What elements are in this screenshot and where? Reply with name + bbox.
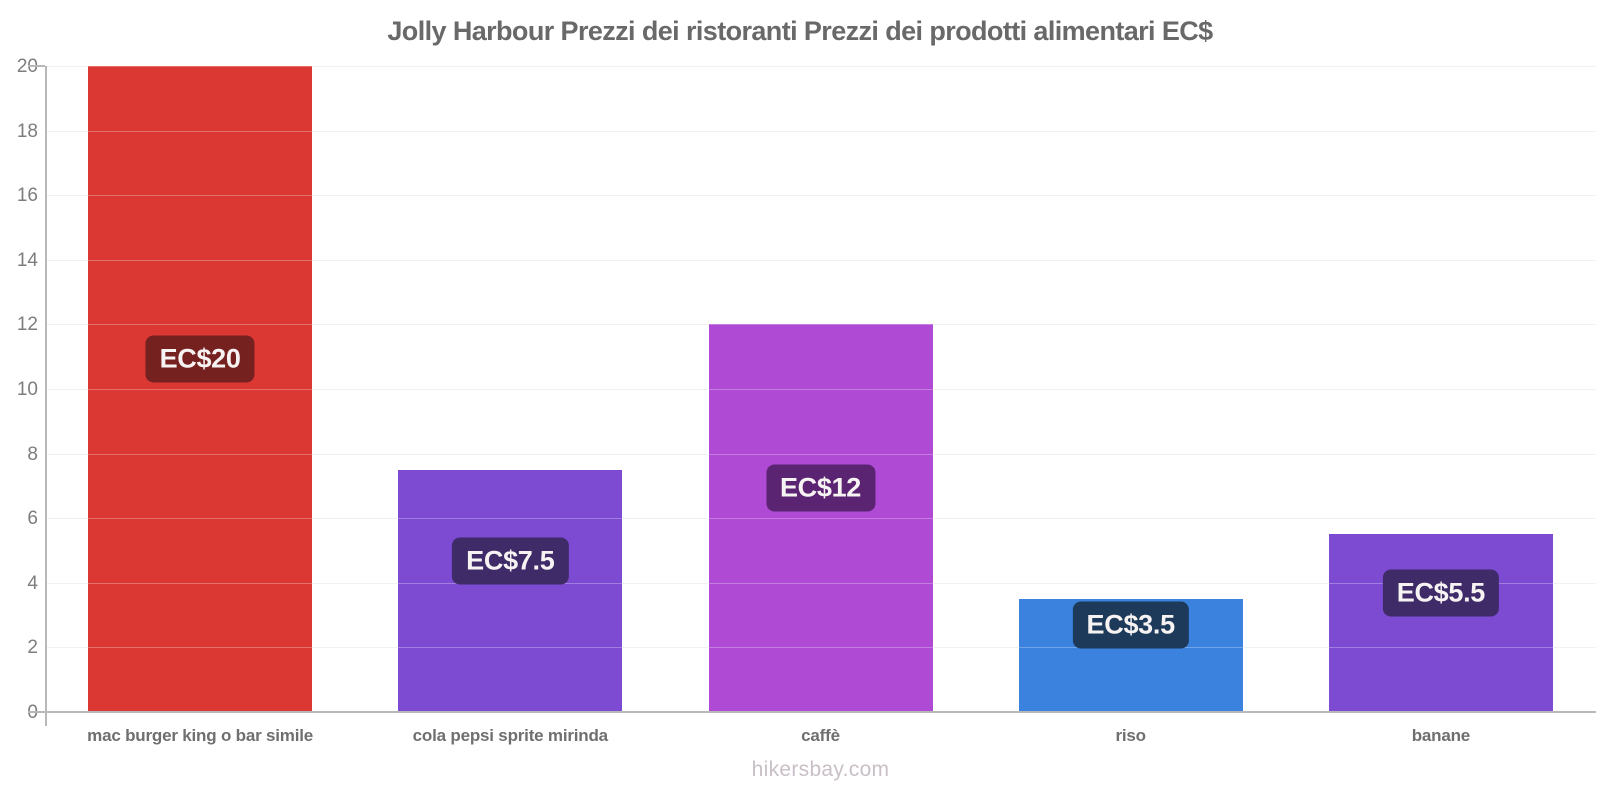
x-category-label: riso (1115, 726, 1146, 745)
gridline-overlay (45, 324, 1596, 326)
y-tick-label: 0 (0, 702, 38, 724)
gridline-overlay (45, 259, 1596, 261)
bar-value-badge: EC$7.5 (452, 537, 569, 585)
bar-value-badge: EC$12 (765, 464, 876, 512)
y-tick-label: 10 (16, 379, 38, 400)
bar-cola-pepsi-sprite-mirinda (398, 469, 623, 712)
bar-value-badge: EC$3.5 (1072, 601, 1189, 649)
gridline-overlay (45, 453, 1596, 455)
y-tick-label: 8 (27, 443, 38, 465)
y-tick-label: 6 (27, 508, 38, 530)
x-category-label: mac burger king o bar simile (87, 726, 314, 745)
y-tick-label: 12 (16, 314, 38, 336)
bar-caffè (708, 324, 933, 712)
y-tick-label: 4 (27, 572, 38, 594)
x-category-label: caffè (801, 726, 840, 745)
gridline (45, 130, 1596, 132)
y-tick-label: 14 (16, 249, 38, 271)
gridline (45, 259, 1596, 261)
y-tick-label: 16 (16, 185, 38, 207)
bar-value-badge: EC$20 (145, 335, 255, 383)
gridline-overlay (45, 66, 1596, 67)
gridline (45, 66, 1596, 67)
gridline-overlay (45, 195, 1596, 197)
y-tick-label: 2 (27, 637, 38, 659)
gridline (45, 195, 1596, 197)
x-category-label: cola pepsi sprite mirinda (412, 726, 608, 745)
y-tick-label: 18 (16, 120, 38, 142)
y-axis-tick (28, 65, 45, 67)
gridline-overlay (45, 647, 1596, 649)
bar-mac-burger-king-o-bar-simile (88, 66, 313, 712)
x-axis-line (28, 711, 1596, 713)
y-axis-line (45, 66, 47, 726)
bar-banane (1328, 534, 1553, 712)
gridline-overlay (45, 518, 1596, 520)
y-tick-label: 20 (16, 56, 38, 77)
gridline-overlay (45, 582, 1596, 584)
gridline-overlay (45, 389, 1596, 390)
chart-title: Jolly Harbour Prezzi dei ristoranti Prez… (387, 16, 1213, 46)
gridline-overlay (45, 130, 1596, 132)
x-category-label: banane (1411, 726, 1471, 745)
bar-value-badge: EC$5.5 (1382, 569, 1500, 617)
footer-watermark-link[interactable]: hikersbay.com (751, 758, 890, 781)
